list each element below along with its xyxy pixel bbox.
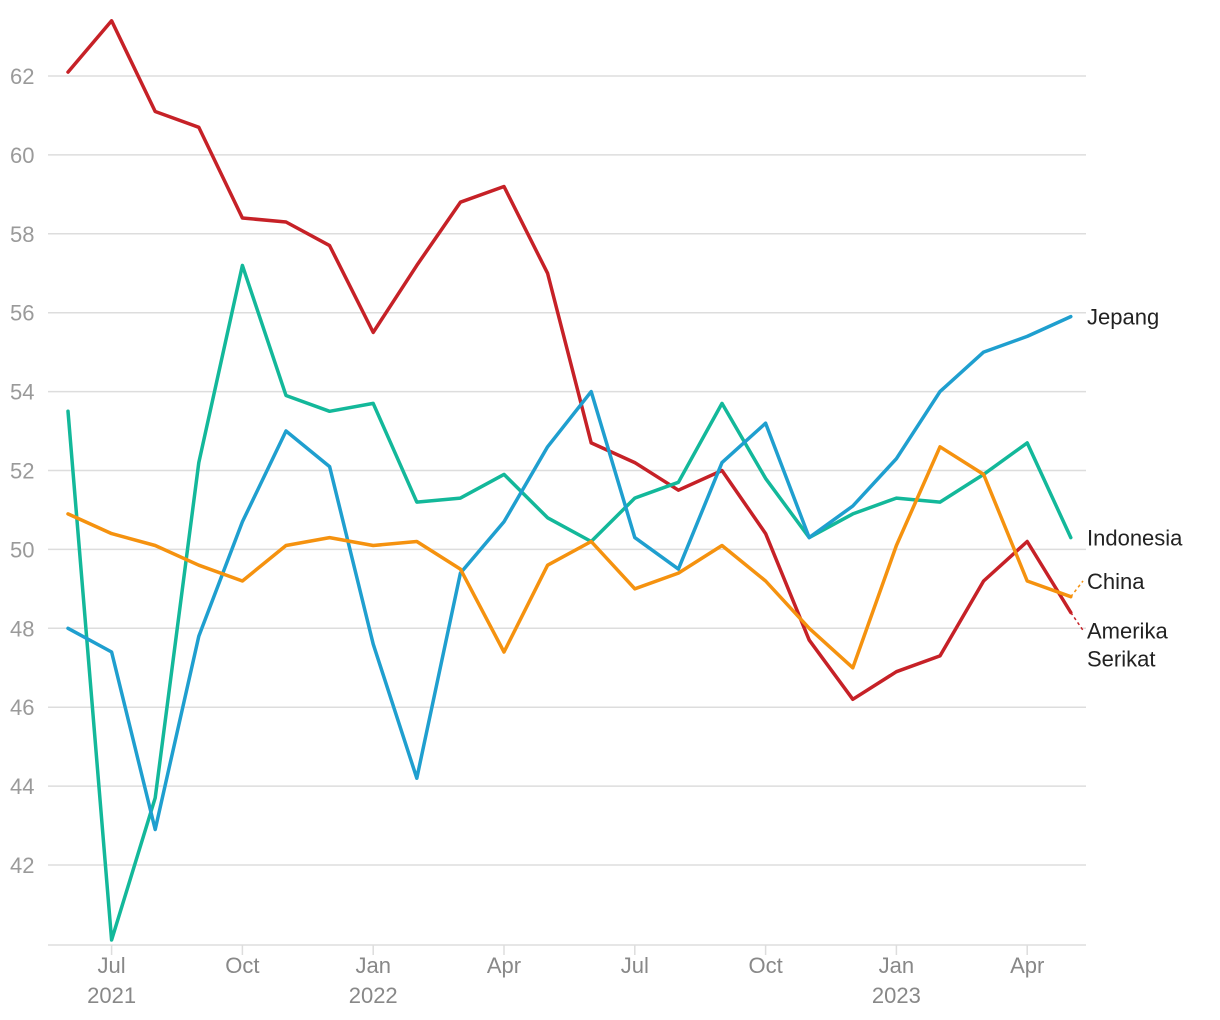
y-tick-label: 42	[10, 853, 34, 878]
series-label-amerika-serikat: Amerika	[1087, 618, 1168, 643]
series-line-china	[66, 445, 1073, 670]
y-tick-label: 60	[10, 143, 34, 168]
series-label-indonesia: Indonesia	[1087, 526, 1183, 551]
x-tick-label: Oct	[225, 953, 259, 978]
x-tick-year: 2023	[872, 983, 921, 1008]
y-tick-label: 54	[10, 380, 34, 405]
x-tick-label: Oct	[748, 953, 782, 978]
y-tick-label: 52	[10, 459, 34, 484]
x-tick-label: Apr	[1010, 953, 1044, 978]
label-connector-china	[1070, 580, 1084, 598]
series-line-jepang	[66, 314, 1073, 832]
y-tick-label: 56	[10, 301, 34, 326]
x-axis-ticks: Jul 2021 Oct Jan 2022 Apr Jul Oct Jan 2023 Apr	[87, 945, 1044, 1008]
x-tick-label: Jul	[98, 953, 126, 978]
x-tick-year: 2022	[349, 983, 398, 1008]
series-lines	[66, 19, 1073, 942]
gridlines	[48, 75, 1086, 946]
series-line-indonesia	[66, 263, 1073, 942]
x-tick-year: 2021	[87, 983, 136, 1008]
series-label-jepang: Jepang	[1087, 305, 1159, 330]
series-labels: Amerika Serikat Indonesia Jepang China	[1070, 305, 1183, 671]
y-tick-label: 48	[10, 616, 34, 641]
x-tick-label: Jan	[879, 953, 914, 978]
x-tick-label: Apr	[487, 953, 521, 978]
y-tick-label: 50	[10, 537, 34, 562]
y-tick-label: 62	[10, 64, 34, 89]
series-label-china: China	[1087, 569, 1145, 594]
x-tick-label: Jan	[355, 953, 390, 978]
x-tick-label: Jul	[621, 953, 649, 978]
y-tick-label: 46	[10, 695, 34, 720]
y-tick-label: 58	[10, 222, 34, 247]
series-label-amerika-serikat: Serikat	[1087, 646, 1155, 671]
y-tick-label: 44	[10, 774, 34, 799]
series-line-amerika-serikat	[66, 19, 1073, 702]
y-axis-ticks: 42 44 46 48 50 52 54 56 58 60 62	[10, 64, 34, 878]
